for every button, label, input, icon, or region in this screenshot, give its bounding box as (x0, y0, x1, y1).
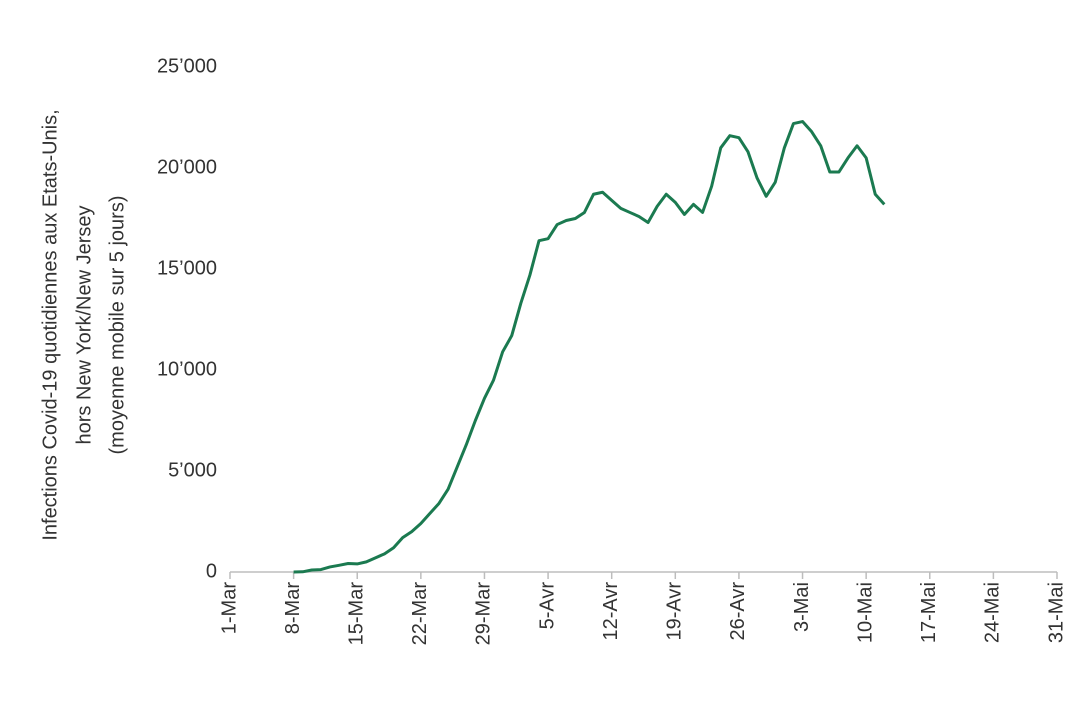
x-tick-label: 31-Mai (1045, 582, 1067, 643)
x-tick-label: 15-Mar (346, 582, 368, 646)
x-tick-label: 29-Mar (473, 582, 495, 646)
y-axis-label-line: Infections Covid-19 quotidiennes aux Eta… (39, 109, 61, 540)
y-axis-label-line: hors New York/New Jersey (73, 206, 95, 445)
y-axis-label-line: (moyenne mobile sur 5 jours) (106, 196, 128, 455)
x-tick-label: 8-Mar (282, 582, 304, 635)
x-tick-label: 24-Mai (982, 582, 1004, 643)
y-axis-label: Infections Covid-19 quotidiennes aux Eta… (39, 109, 128, 540)
y-tick-label: 20’000 (157, 156, 217, 178)
y-tick-label: 10’000 (157, 358, 217, 380)
x-tick-label: 22-Mar (409, 582, 431, 646)
x-tick-label: 17-Mai (918, 582, 940, 643)
x-tick-label: 5-Avr (536, 582, 558, 630)
x-tick-label: 26-Avr (727, 582, 749, 641)
y-tick-label: 5’000 (168, 459, 217, 481)
line (293, 120, 886, 574)
x-tick-label: 1-Mar (218, 582, 240, 635)
y-tick-label: 25’000 (157, 55, 217, 77)
x-tick-label: 12-Avr (600, 582, 622, 641)
y-tick-label: 0 (206, 560, 217, 582)
y-tick-label: 15’000 (157, 257, 217, 279)
x-tick-label: 19-Avr (664, 582, 686, 641)
x-tick-label: 3-Mai (791, 582, 813, 632)
x-tick-label: 10-Mai (854, 582, 876, 643)
